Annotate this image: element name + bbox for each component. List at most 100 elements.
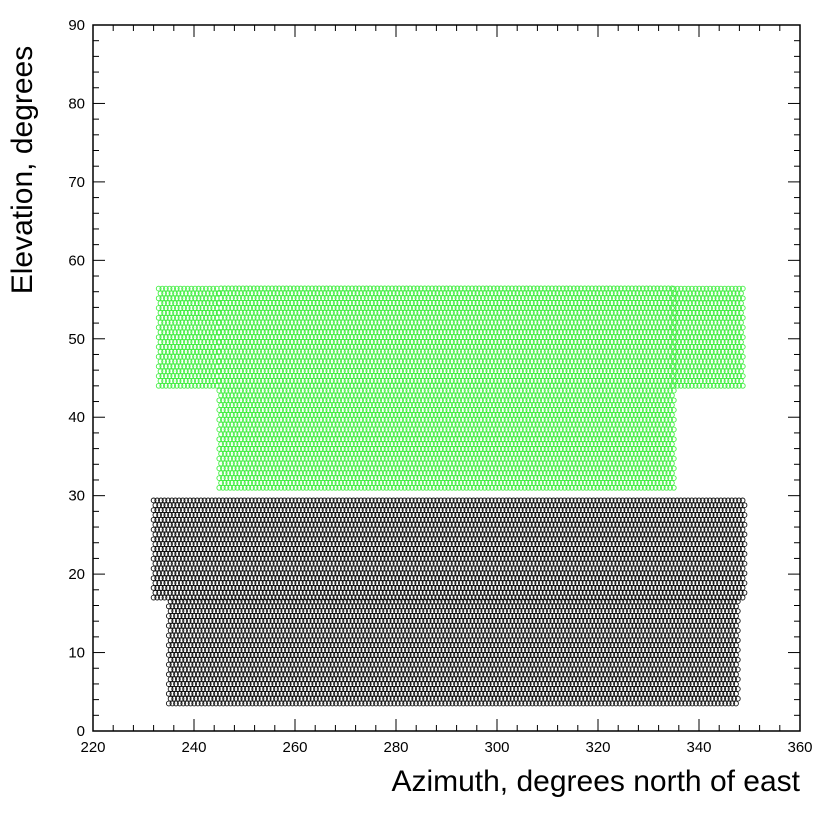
data-point (590, 465, 597, 472)
data-point (193, 358, 200, 365)
data-point (627, 484, 633, 491)
data-point (199, 295, 206, 302)
data-point (534, 460, 541, 467)
data-point (405, 484, 412, 491)
data-point (218, 480, 224, 486)
data-point (503, 465, 510, 472)
data-point (587, 475, 593, 481)
data-point (569, 484, 575, 491)
data-point (213, 382, 220, 389)
data-point (195, 363, 202, 370)
data-point (363, 480, 370, 486)
data-point (454, 460, 461, 467)
data-point (560, 480, 566, 486)
data-point (527, 460, 533, 467)
data-point (210, 363, 217, 370)
data-point (236, 480, 243, 486)
data-point (190, 319, 197, 326)
data-point (421, 480, 428, 486)
data-point (340, 465, 346, 472)
data-point (661, 470, 668, 477)
data-point (530, 460, 537, 467)
data-point (195, 382, 202, 389)
data-point (407, 450, 413, 457)
data-point (285, 484, 292, 491)
data-point (270, 484, 277, 491)
data-point (567, 470, 573, 477)
data-point (203, 305, 209, 311)
data-point (356, 470, 363, 477)
data-point (175, 339, 182, 345)
data-point (590, 475, 597, 481)
data-point (164, 358, 171, 365)
data-point (656, 475, 663, 481)
data-point (173, 363, 180, 370)
data-point (166, 353, 173, 360)
data-point (179, 290, 186, 297)
data-point (550, 455, 557, 462)
data-point (416, 465, 423, 472)
data-point (203, 353, 209, 360)
data-point (250, 470, 257, 477)
data-point (441, 484, 448, 491)
data-point (163, 324, 169, 331)
data-point (634, 475, 641, 481)
data-point (494, 480, 501, 486)
data-point (208, 290, 215, 297)
data-point (601, 484, 608, 491)
data-point (250, 480, 257, 486)
data-point (310, 484, 317, 491)
data-point (470, 484, 477, 491)
data-point (188, 344, 195, 350)
data-point (556, 460, 563, 467)
data-point (208, 319, 215, 326)
data-point (472, 460, 479, 467)
data-point (163, 382, 169, 389)
data-point (463, 465, 470, 472)
data-point (347, 455, 353, 462)
data-point (421, 470, 428, 477)
data-point (509, 480, 515, 486)
data-point (569, 475, 575, 481)
data-point (190, 339, 197, 345)
data-point (247, 470, 254, 477)
data-point (489, 465, 495, 472)
data-point (208, 329, 215, 336)
data-point (485, 465, 492, 472)
data-point (496, 465, 503, 472)
data-point (381, 460, 388, 467)
data-point (212, 310, 218, 316)
data-point (163, 314, 169, 321)
data-point (240, 460, 246, 467)
data-point (552, 470, 559, 477)
data-point (332, 455, 339, 462)
data-point (503, 475, 510, 481)
data-point (440, 470, 446, 477)
data-point (530, 480, 537, 486)
data-point (294, 460, 301, 467)
data-point (204, 368, 211, 375)
data-point (179, 378, 186, 384)
data-point (325, 465, 332, 472)
data-point (630, 484, 637, 491)
data-point (161, 329, 167, 336)
data-point (580, 484, 586, 491)
data-point (450, 450, 457, 457)
data-point (427, 475, 433, 481)
data-point (410, 450, 417, 457)
data-point (654, 460, 661, 467)
data-point (609, 484, 615, 491)
data-point (641, 455, 648, 462)
data-point (360, 470, 366, 477)
data-point (570, 460, 577, 467)
data-point (605, 455, 612, 462)
data-point (256, 484, 263, 491)
data-point (163, 334, 169, 341)
data-point (204, 329, 211, 336)
data-point (543, 475, 550, 481)
data-point (321, 475, 328, 481)
data-point (249, 455, 255, 462)
data-point (336, 455, 343, 462)
data-point (274, 475, 281, 481)
data-point (398, 484, 404, 491)
